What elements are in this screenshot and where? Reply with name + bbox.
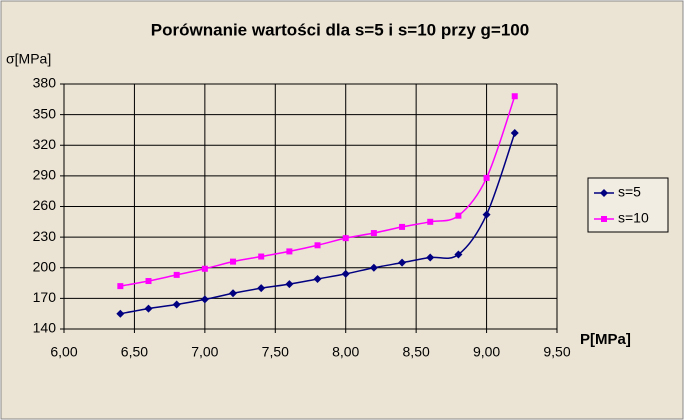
point — [426, 253, 435, 262]
point — [116, 309, 125, 318]
point — [482, 210, 491, 219]
x-tick-label: 9,50 — [543, 344, 570, 360]
point — [369, 263, 378, 272]
legend-box — [587, 177, 669, 233]
point — [172, 300, 181, 309]
point — [285, 280, 294, 289]
point — [455, 212, 462, 219]
y-tick-label: 350 — [33, 105, 57, 121]
point — [201, 265, 208, 272]
point — [370, 230, 377, 237]
x-tick-label: 6,50 — [121, 344, 148, 360]
point — [341, 269, 350, 278]
point — [286, 248, 293, 255]
point — [117, 283, 124, 290]
point — [200, 295, 209, 304]
chart-title: Porównanie wartości dla s=5 i s=10 przy … — [151, 20, 529, 39]
x-tick-label: 8,00 — [332, 344, 359, 360]
legend-label: s=5 — [618, 184, 641, 200]
point — [511, 93, 518, 100]
y-tick-label: 200 — [33, 258, 57, 274]
legend-marker — [600, 189, 608, 197]
point — [398, 258, 407, 267]
point — [258, 253, 265, 260]
point — [173, 271, 180, 278]
point — [257, 284, 266, 293]
point — [399, 223, 406, 230]
legend-label: s=10 — [618, 210, 649, 226]
point — [314, 242, 321, 249]
x-tick-label: 7,00 — [191, 344, 218, 360]
y-tick-label: 230 — [33, 228, 57, 244]
point — [483, 174, 490, 181]
point — [145, 278, 152, 285]
y-tick-label: 320 — [33, 136, 57, 152]
x-tick-label: 9,00 — [473, 344, 500, 360]
legend-marker — [601, 216, 607, 222]
point — [454, 250, 463, 259]
y-tick-label: 260 — [33, 197, 57, 213]
x-tick-label: 6,00 — [50, 344, 77, 360]
point — [230, 258, 237, 265]
point — [342, 235, 349, 242]
x-axis-label: P[MPa] — [580, 331, 631, 348]
y-tick-label: 380 — [33, 75, 57, 91]
y-tick-label: 170 — [33, 289, 57, 305]
point — [427, 218, 434, 225]
point — [510, 129, 519, 137]
point — [229, 289, 238, 298]
y-axis-label: σ[MPa] — [6, 51, 51, 67]
x-tick-label: 8,50 — [403, 344, 430, 360]
y-tick-label: 290 — [33, 167, 57, 183]
y-tick-label: 140 — [33, 320, 57, 336]
point — [144, 304, 153, 313]
x-tick-label: 7,50 — [262, 344, 289, 360]
point — [313, 274, 322, 283]
